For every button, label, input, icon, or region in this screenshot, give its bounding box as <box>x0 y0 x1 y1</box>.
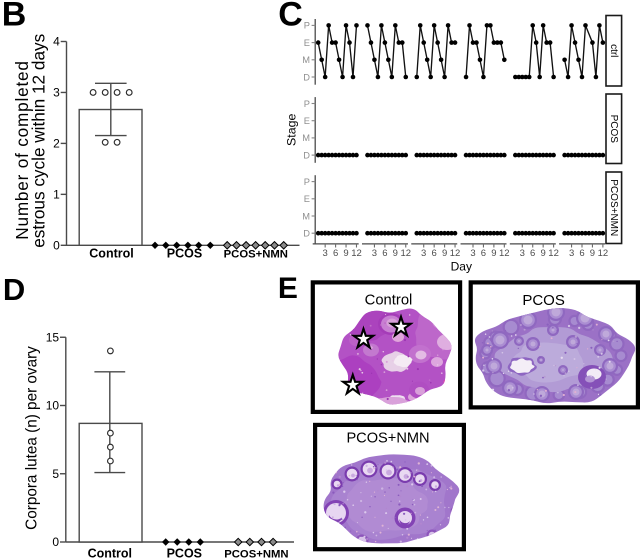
svg-text:6: 6 <box>481 248 486 259</box>
svg-text:E: E <box>304 38 310 48</box>
svg-text:12: 12 <box>598 248 609 259</box>
svg-text:B: B <box>2 0 27 34</box>
svg-text:4: 4 <box>53 35 60 49</box>
svg-text:12: 12 <box>499 248 510 259</box>
svg-text:10: 10 <box>46 399 60 413</box>
svg-text:P: P <box>304 99 310 109</box>
svg-text:12: 12 <box>401 248 412 259</box>
svg-text:9: 9 <box>393 248 398 259</box>
svg-text:6: 6 <box>432 248 437 259</box>
svg-text:12: 12 <box>548 248 559 259</box>
svg-text:PCOS: PCOS <box>167 546 202 560</box>
svg-text:PCOS: PCOS <box>522 292 565 309</box>
svg-text:D: D <box>303 229 310 239</box>
svg-text:D: D <box>303 72 310 82</box>
svg-text:E: E <box>304 116 310 126</box>
svg-text:C: C <box>278 0 303 34</box>
svg-text:3: 3 <box>53 86 60 100</box>
svg-text:1: 1 <box>53 188 60 202</box>
svg-text:M: M <box>302 55 310 65</box>
svg-text:Number of completed: Number of completed <box>12 60 32 240</box>
svg-text:estrous cycle within 12 days: estrous cycle within 12 days <box>29 34 49 248</box>
svg-text:E: E <box>304 194 310 204</box>
svg-text:PCOS: PCOS <box>167 246 202 260</box>
svg-text:3: 3 <box>421 248 426 259</box>
svg-text:PCOS+NMN: PCOS+NMN <box>224 548 288 560</box>
svg-text:6: 6 <box>530 248 535 259</box>
svg-text:E: E <box>278 272 298 305</box>
svg-text:Control: Control <box>89 246 133 260</box>
svg-text:9: 9 <box>541 248 546 259</box>
svg-text:Corpora lutea (n) per ovary: Corpora lutea (n) per ovary <box>23 346 40 530</box>
svg-text:D: D <box>303 150 310 160</box>
svg-text:M: M <box>302 133 310 143</box>
svg-text:0: 0 <box>53 239 60 253</box>
svg-text:3: 3 <box>372 248 377 259</box>
svg-text:Day: Day <box>451 259 472 273</box>
svg-text:6: 6 <box>333 248 338 259</box>
svg-text:D: D <box>3 272 25 307</box>
svg-text:2: 2 <box>53 137 60 151</box>
svg-text:P: P <box>304 21 310 31</box>
svg-text:Control: Control <box>365 293 413 309</box>
svg-text:Stage: Stage <box>285 114 299 146</box>
svg-text:9: 9 <box>491 248 496 259</box>
svg-text:6: 6 <box>579 248 584 259</box>
svg-text:PCOS+NMN: PCOS+NMN <box>608 179 619 236</box>
svg-text:PCOS+NMN: PCOS+NMN <box>224 248 288 260</box>
svg-text:0: 0 <box>52 535 59 549</box>
svg-text:M: M <box>302 211 310 221</box>
svg-text:9: 9 <box>442 248 447 259</box>
svg-text:3: 3 <box>470 248 475 259</box>
svg-text:6: 6 <box>382 248 387 259</box>
svg-text:P: P <box>304 177 310 187</box>
svg-text:15: 15 <box>46 330 60 344</box>
svg-text:3: 3 <box>569 248 574 259</box>
svg-text:Control: Control <box>88 546 132 560</box>
svg-text:12: 12 <box>450 248 461 259</box>
svg-text:12: 12 <box>351 248 362 259</box>
svg-text:PCOS: PCOS <box>608 115 619 144</box>
svg-text:5: 5 <box>52 467 59 481</box>
svg-text:3: 3 <box>520 248 525 259</box>
svg-text:PCOS+NMN: PCOS+NMN <box>346 431 429 447</box>
svg-text:3: 3 <box>323 248 328 259</box>
svg-text:ctrl: ctrl <box>608 44 619 57</box>
svg-text:9: 9 <box>343 248 348 259</box>
svg-text:9: 9 <box>590 248 595 259</box>
